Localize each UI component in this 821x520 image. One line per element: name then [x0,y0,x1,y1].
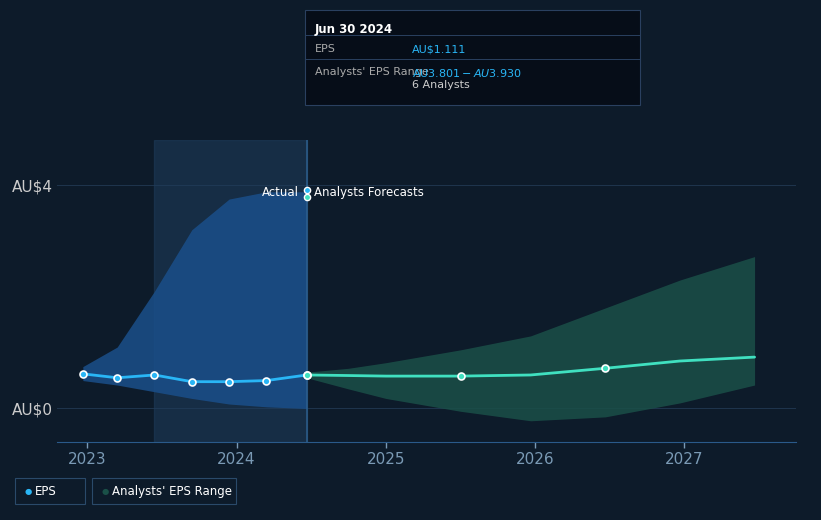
Text: Analysts' EPS Range: Analysts' EPS Range [314,67,429,76]
Text: Jun 30 2024: Jun 30 2024 [314,23,393,36]
Text: EPS: EPS [314,44,336,54]
Text: AU$1.111: AU$1.111 [411,44,466,54]
Text: AU$3.801 - AU$3.930: AU$3.801 - AU$3.930 [411,67,521,79]
Text: Actual: Actual [262,186,300,199]
Text: Analysts' EPS Range: Analysts' EPS Range [112,485,232,498]
Text: EPS: EPS [35,485,57,498]
Bar [154,140,307,442]
Text: 6 Analysts: 6 Analysts [411,80,470,89]
Text: ●: ● [25,487,32,496]
Text: Analysts Forecasts: Analysts Forecasts [314,186,424,199]
Text: ●: ● [102,487,109,496]
